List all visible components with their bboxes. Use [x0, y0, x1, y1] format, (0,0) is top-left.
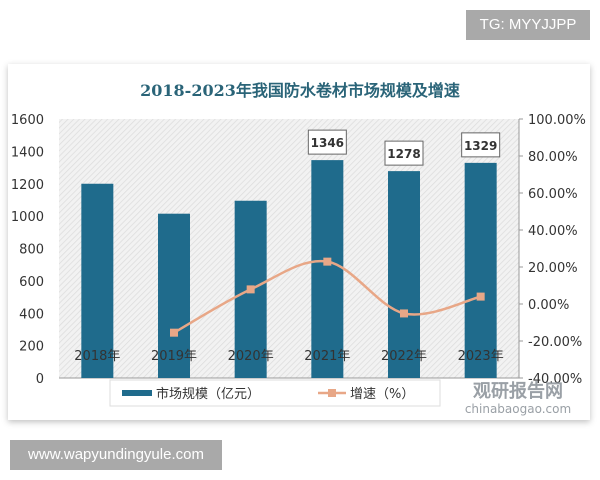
- watermark-url: www.wapyundingyule.com: [10, 440, 222, 470]
- y-right-tick: 40.00%: [528, 224, 578, 239]
- logo-url: chinabaogao.com: [465, 402, 571, 416]
- y-left-tick: 1600: [11, 113, 44, 128]
- y-left-tick: 400: [19, 307, 44, 322]
- y-left-tick: 600: [19, 275, 44, 290]
- growth-point: [246, 285, 255, 294]
- y-right-tick: -20.00%: [528, 335, 582, 350]
- y-left-tick: 1400: [11, 145, 44, 160]
- x-tick: 2018年: [74, 349, 120, 364]
- y-left-tick: 200: [19, 340, 44, 355]
- watermark-tg: TG: MYYJJPP: [466, 10, 590, 40]
- data-label-box: [384, 140, 424, 166]
- legend-line-marker: [328, 389, 336, 397]
- bar: [81, 183, 114, 378]
- legend-bar-swatch: [122, 390, 152, 396]
- growth-point: [476, 292, 485, 301]
- x-tick: 2023年: [458, 349, 504, 364]
- data-label-box: [461, 132, 501, 158]
- y-left-tick: 0: [36, 372, 44, 387]
- legend: [109, 379, 441, 407]
- data-label-box: [307, 129, 347, 155]
- legend-bar-label: 市场规模（亿元）: [156, 386, 260, 402]
- data-label: 1329: [464, 139, 497, 153]
- y-right-tick: 60.00%: [528, 187, 578, 202]
- legend-line-label: 增速（%）: [350, 387, 414, 402]
- data-label: 1278: [387, 147, 420, 161]
- bar: [158, 213, 190, 378]
- plot-area: [59, 119, 519, 378]
- y-right-tick: -40.00%: [528, 372, 582, 387]
- x-tick: 2022年: [381, 349, 427, 364]
- y-left-tick: 1200: [11, 178, 44, 193]
- data-label: 1346: [311, 136, 344, 150]
- growth-point: [400, 309, 408, 318]
- bar: [464, 162, 497, 378]
- y-right-tick: 80.00%: [528, 150, 578, 165]
- logo-name: 观研报告网: [473, 380, 563, 402]
- chart-title: 2018-2023年我国防水卷材市场规模及增速: [140, 81, 460, 100]
- x-tick: 2021年: [304, 349, 350, 364]
- y-left-tick: 800: [19, 243, 44, 258]
- bar: [388, 171, 420, 378]
- bar: [311, 160, 344, 378]
- y-right-tick: 20.00%: [528, 261, 578, 276]
- growth-point: [170, 328, 178, 337]
- x-tick: 2020年: [228, 349, 274, 364]
- y-right-tick: 100.00%: [528, 113, 586, 128]
- y-right-tick: 0.00%: [528, 298, 569, 313]
- x-tick: 2019年: [151, 349, 197, 364]
- growth-point: [323, 257, 332, 266]
- y-left-tick: 1000: [11, 210, 44, 225]
